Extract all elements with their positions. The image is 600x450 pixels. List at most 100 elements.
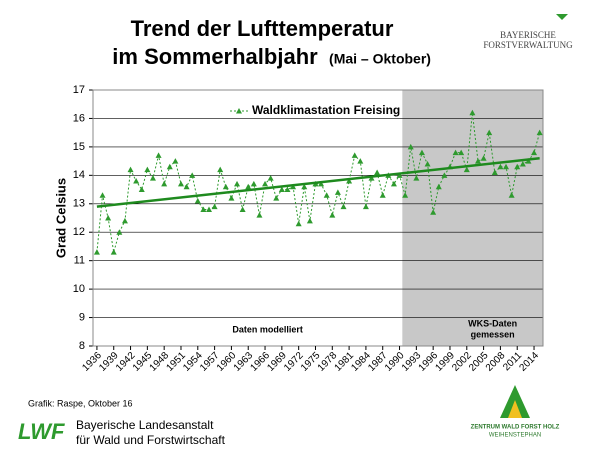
annotation: gemessen xyxy=(471,329,515,339)
org-name: für Wald und Forstwirtschaft xyxy=(76,433,226,447)
data-point xyxy=(290,183,297,190)
data-point xyxy=(301,183,308,190)
data-point xyxy=(183,183,190,190)
y-tick-label: 17 xyxy=(73,84,85,96)
title: Trend der Lufttemperatur xyxy=(131,16,394,41)
data-point xyxy=(166,163,173,170)
header-logo: FORSTVERWALTUNG xyxy=(483,40,573,50)
data-point xyxy=(284,186,291,193)
data-point xyxy=(250,180,257,187)
data-point xyxy=(407,143,414,150)
annotation: Daten modelliert xyxy=(232,324,303,334)
data-point xyxy=(206,206,213,212)
credit: Grafik: Raspe, Oktober 16 xyxy=(28,398,133,408)
data-point xyxy=(189,172,196,178)
data-point xyxy=(418,149,425,156)
data-point xyxy=(133,178,140,184)
data-point xyxy=(262,180,269,187)
data-point xyxy=(430,209,437,215)
data-point xyxy=(497,163,504,170)
logo-right: ZENTRUM WALD FORST HOLZ xyxy=(471,425,560,431)
data-point xyxy=(379,192,386,198)
data-point xyxy=(334,189,341,195)
data-point xyxy=(458,149,465,156)
data-point xyxy=(172,158,179,164)
data-point xyxy=(99,192,106,198)
data-point xyxy=(138,186,145,193)
y-tick-label: 9 xyxy=(79,311,85,323)
data-point xyxy=(435,183,442,190)
title-line2: im Sommerhalbjahr xyxy=(112,44,318,69)
data-point xyxy=(222,183,229,190)
measured-region xyxy=(402,90,543,346)
data-point xyxy=(177,180,184,187)
data-point xyxy=(161,180,168,187)
data-point xyxy=(116,229,123,235)
y-tick-label: 14 xyxy=(73,169,85,181)
data-point xyxy=(491,169,498,175)
data-point xyxy=(228,195,235,201)
data-point xyxy=(486,129,493,136)
data-point xyxy=(295,220,302,227)
y-tick-label: 10 xyxy=(73,283,85,295)
data-point xyxy=(508,192,515,198)
data-point xyxy=(127,166,134,173)
y-axis-label: Grad Celsius xyxy=(53,178,68,258)
data-point xyxy=(217,166,224,173)
y-tick-label: 8 xyxy=(79,340,85,352)
y-tick-label: 12 xyxy=(73,226,85,238)
logo-right-mark xyxy=(508,400,522,418)
data-point xyxy=(144,166,151,173)
data-point xyxy=(267,175,274,181)
data-point xyxy=(323,192,330,198)
data-point xyxy=(110,249,117,255)
data-point xyxy=(402,192,409,198)
data-point xyxy=(121,217,128,224)
data-point xyxy=(525,158,532,164)
plot-frame xyxy=(92,89,544,347)
data-point xyxy=(105,215,112,221)
data-point xyxy=(480,155,487,161)
data-point xyxy=(245,183,252,190)
data-point xyxy=(531,149,538,156)
data-point xyxy=(346,178,353,184)
data-point xyxy=(536,129,543,136)
data-point xyxy=(278,186,285,193)
data-point xyxy=(306,217,313,224)
annotation: WKS-Daten xyxy=(468,318,517,328)
data-point xyxy=(351,152,358,158)
data-point xyxy=(149,175,156,181)
data-point xyxy=(396,172,403,178)
data-point xyxy=(234,180,241,187)
data-point xyxy=(413,175,420,181)
data-point xyxy=(503,163,510,170)
data-point xyxy=(211,203,218,210)
title-suffix: (Mai – Oktober) xyxy=(329,51,431,67)
data-point xyxy=(469,109,476,116)
data-point xyxy=(155,152,162,158)
data-point xyxy=(200,206,207,212)
data-point xyxy=(340,203,347,210)
data-point xyxy=(329,212,336,218)
data-point xyxy=(424,160,431,167)
data-point xyxy=(362,203,369,210)
data-point xyxy=(194,197,201,204)
trend-line xyxy=(96,157,540,208)
data-point xyxy=(374,169,381,175)
data-point xyxy=(256,212,263,218)
x-tick-label: 2014 xyxy=(518,350,542,374)
legend-label: Waldklimastation Freising xyxy=(252,103,400,117)
logo-lwf: LWF xyxy=(18,419,65,444)
data-point xyxy=(318,180,325,187)
data-point xyxy=(357,158,364,164)
org-name: Bayerische Landesanstalt xyxy=(76,418,214,432)
data-point xyxy=(390,180,397,187)
data-point xyxy=(519,160,526,167)
data-point xyxy=(441,172,448,178)
legend-marker xyxy=(236,108,242,114)
y-tick-label: 13 xyxy=(73,198,85,210)
data-point xyxy=(93,249,100,255)
data-point xyxy=(463,166,470,173)
logo-right: WEIHENSTEPHAN xyxy=(489,433,541,439)
